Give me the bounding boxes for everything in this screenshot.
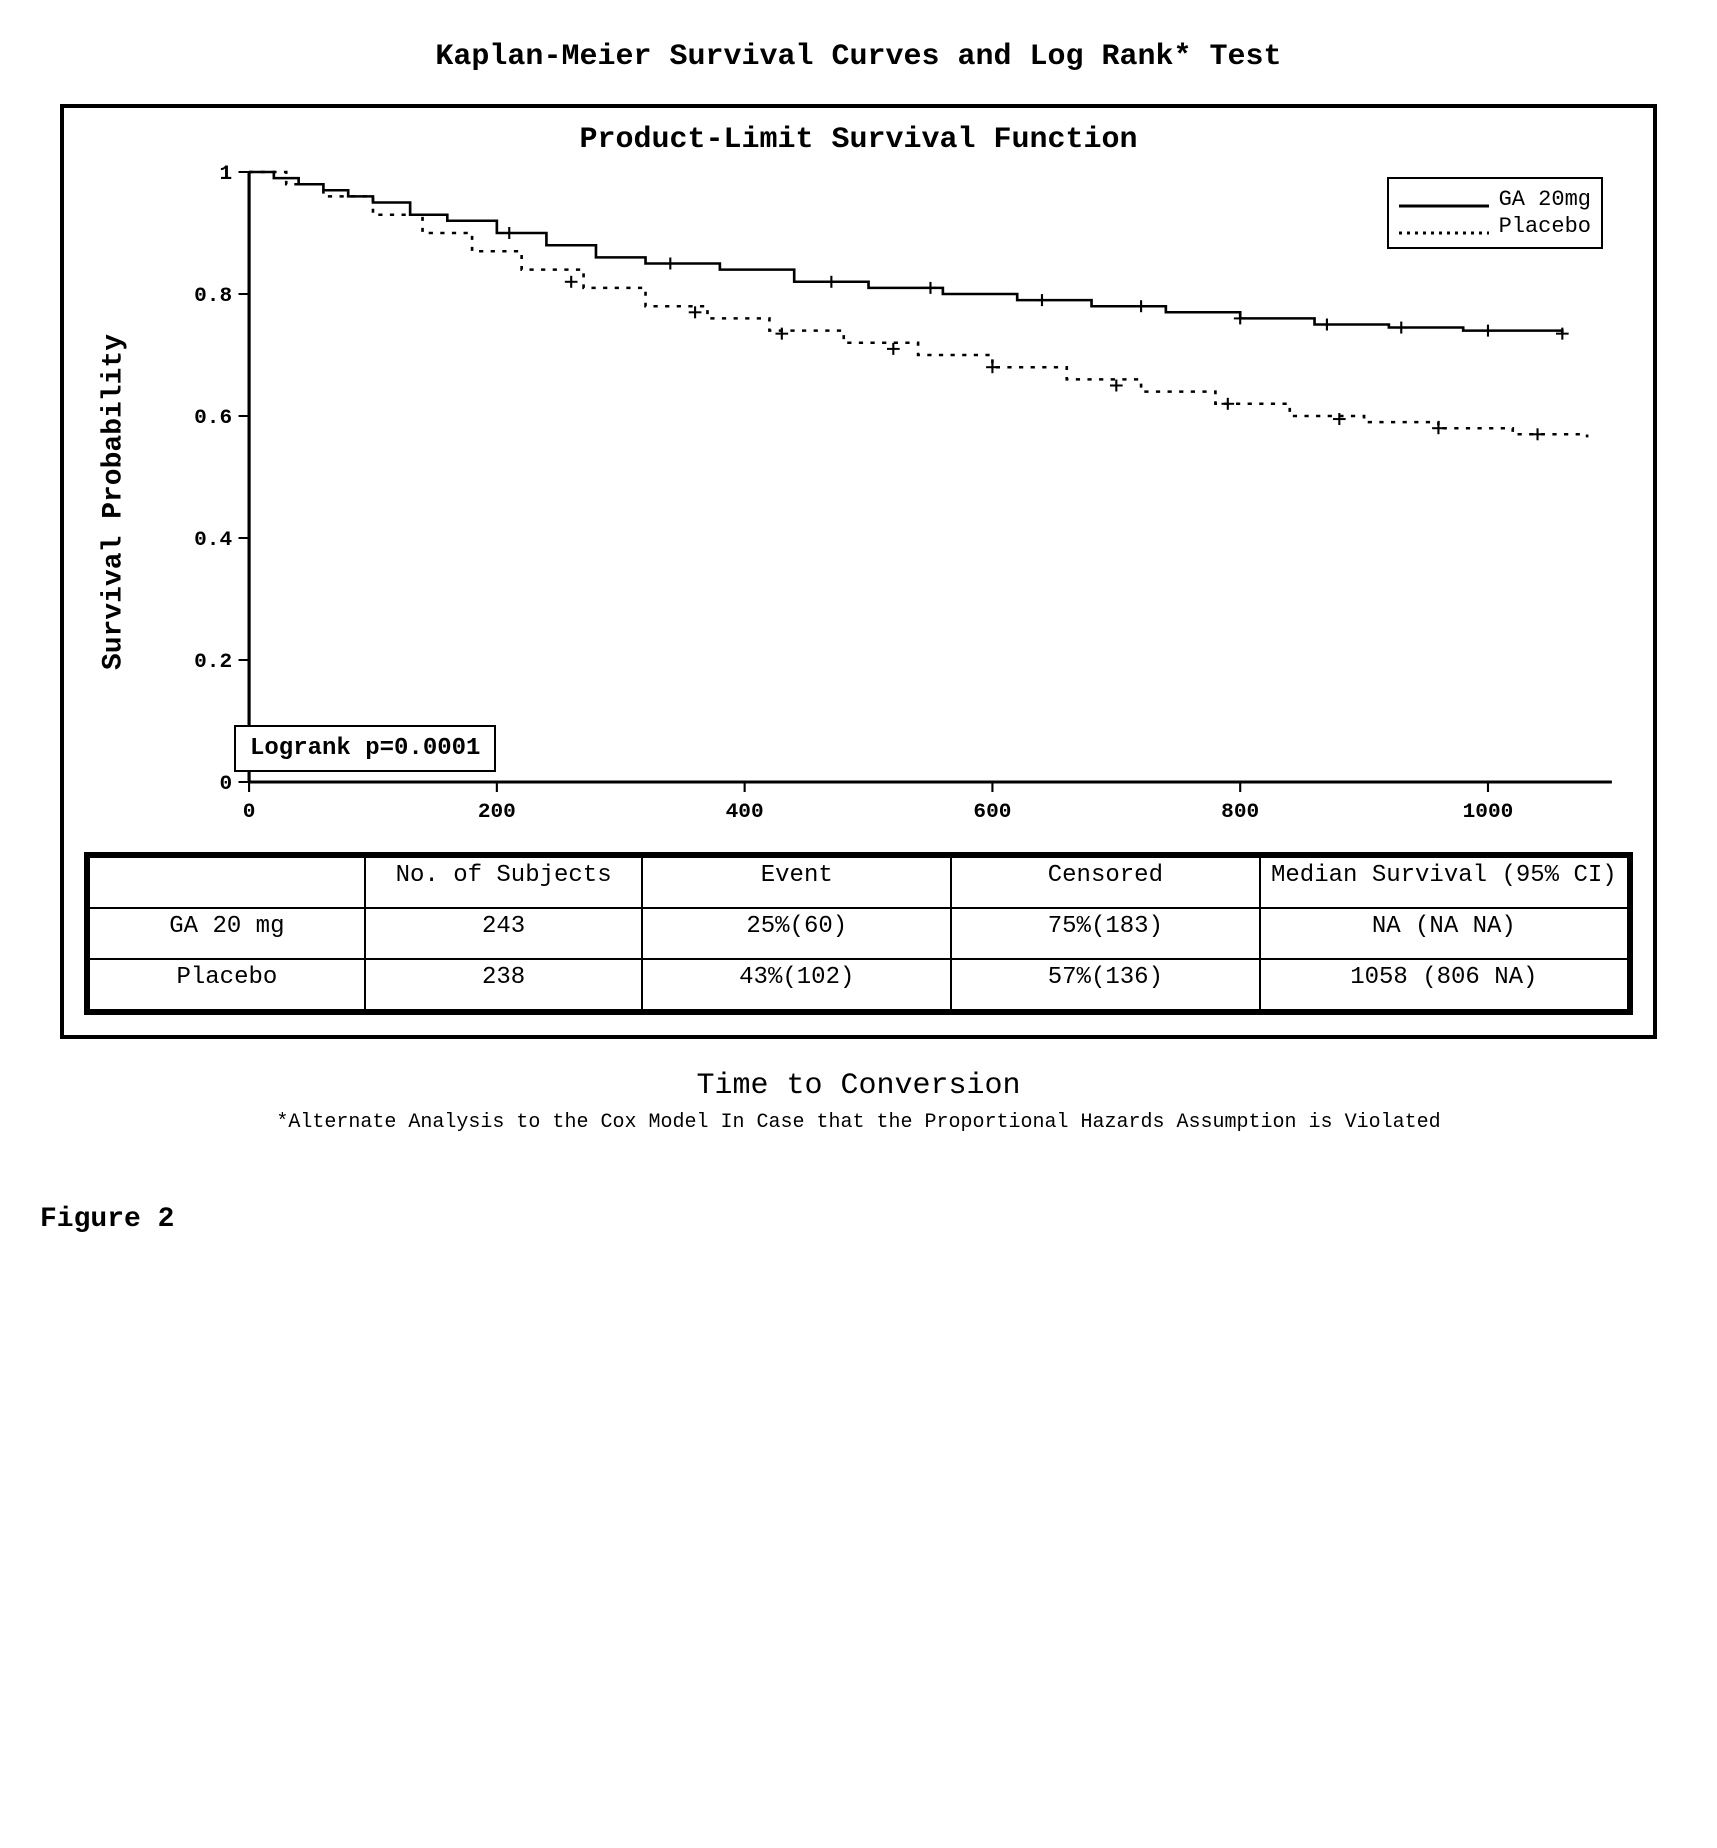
summary-table: No. of SubjectsEventCensoredMedian Survi… [84, 852, 1633, 1015]
y-axis-label: Survival Probability [99, 262, 130, 742]
svg-text:800: 800 [1221, 801, 1259, 823]
svg-text:1: 1 [219, 163, 232, 185]
svg-text:0.2: 0.2 [194, 651, 232, 673]
svg-text:0.8: 0.8 [194, 285, 232, 307]
legend: GA 20mg Placebo [1387, 177, 1603, 249]
table-header: Median Survival (95% CI) [1260, 855, 1630, 908]
svg-text:0.4: 0.4 [194, 529, 232, 551]
table-row: GA 20 mg24325%(60)75%(183)NA (NA NA) [87, 908, 1630, 959]
chart-panel: Product-Limit Survival Function Survival… [60, 104, 1657, 1039]
legend-item: Placebo [1399, 214, 1591, 239]
svg-text:400: 400 [726, 801, 764, 823]
legend-item: GA 20mg [1399, 187, 1591, 212]
table-header: Censored [951, 855, 1260, 908]
svg-text:600: 600 [973, 801, 1011, 823]
legend-swatch-dotted [1399, 221, 1489, 233]
svg-text:0: 0 [243, 801, 256, 823]
table-header: Event [642, 855, 951, 908]
svg-text:0: 0 [219, 773, 232, 795]
chart-title: Product-Limit Survival Function [84, 123, 1633, 157]
table-cell: 243 [365, 908, 643, 959]
table-cell: 1058 (806 NA) [1260, 959, 1630, 1012]
plot-area: Survival Probability 0 200 400 600 800 1000 0 0… [84, 162, 1633, 842]
page-title: Kaplan-Meier Survival Curves and Log Ran… [40, 40, 1677, 74]
table-cell: 238 [365, 959, 643, 1012]
table-cell: 43%(102) [642, 959, 951, 1012]
logrank-annotation: Logrank p=0.0001 [234, 725, 496, 772]
table-cell: GA 20 mg [87, 908, 365, 959]
svg-text:0.6: 0.6 [194, 407, 232, 429]
table-cell: Placebo [87, 959, 365, 1012]
table-cell: 57%(136) [951, 959, 1260, 1012]
legend-label: Placebo [1499, 214, 1591, 239]
table-cell: 75%(183) [951, 908, 1260, 959]
legend-swatch-solid [1399, 194, 1489, 206]
table-header: No. of Subjects [365, 855, 643, 908]
legend-label: GA 20mg [1499, 187, 1591, 212]
table-cell: NA (NA NA) [1260, 908, 1630, 959]
svg-text:200: 200 [478, 801, 516, 823]
table-header [87, 855, 365, 908]
figure-label: Figure 2 [40, 1204, 1677, 1235]
table-cell: 25%(60) [642, 908, 951, 959]
table-row: Placebo23843%(102)57%(136)1058 (806 NA) [87, 959, 1630, 1012]
footnote: *Alternate Analysis to the Cox Model In … [80, 1111, 1637, 1134]
x-axis-caption: Time to Conversion [40, 1069, 1677, 1103]
svg-text:1000: 1000 [1463, 801, 1514, 823]
